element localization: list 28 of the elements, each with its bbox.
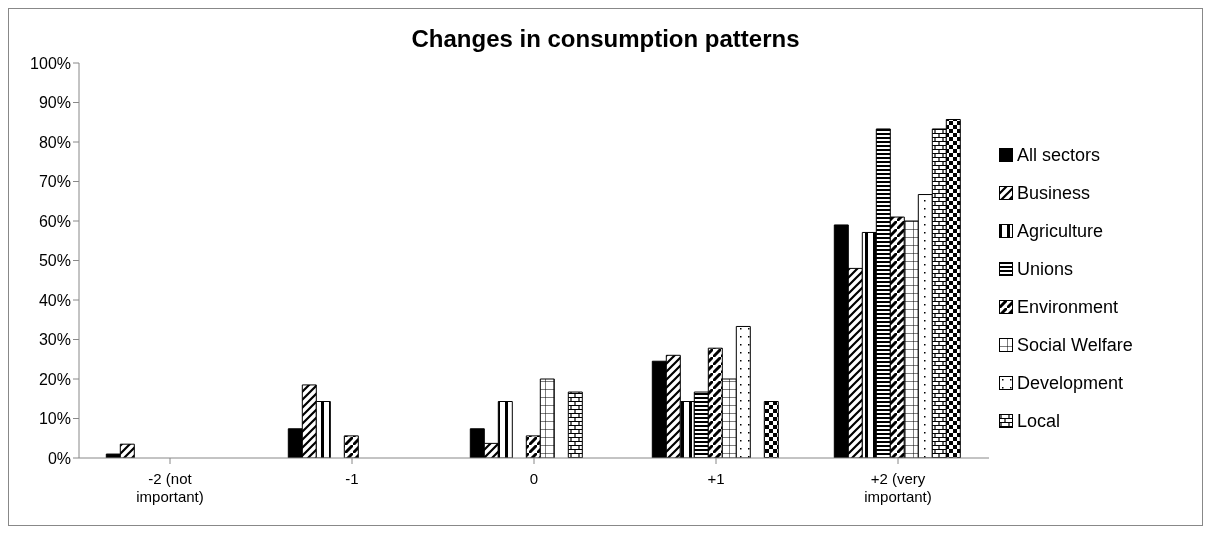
legend-label: Social Welfare	[1017, 334, 1133, 356]
bar	[763, 401, 779, 458]
y-tick-label: 40%	[38, 291, 71, 309]
legend-label: Local	[1017, 410, 1061, 432]
y-tick-label: 10%	[38, 410, 71, 428]
x-tick-label: -1	[345, 470, 359, 487]
x-tick-label: +1	[707, 470, 725, 487]
legend-label: Agriculture	[1017, 220, 1104, 242]
y-tick-label: 70%	[38, 173, 71, 191]
y-tick-label: 0%	[47, 449, 71, 467]
legend-label: Unions	[1017, 258, 1074, 280]
y-tick-label: 90%	[38, 94, 71, 112]
y-tick-label: 30%	[38, 331, 71, 349]
legend-label: Environment	[1017, 296, 1119, 318]
legend-label: Development	[1017, 372, 1124, 394]
legend-label: All sectors	[1017, 144, 1101, 166]
y-tick-label: 60%	[38, 212, 71, 230]
y-tick-label: 50%	[38, 252, 71, 270]
legend-label: Business	[1017, 182, 1091, 204]
x-tick-label: 0	[529, 470, 539, 487]
y-tick-label: 20%	[38, 370, 71, 388]
bar	[567, 391, 583, 458]
x-tick-label: -2 (not important)	[136, 470, 204, 505]
y-tick-label: 80%	[38, 133, 71, 151]
x-tick-label: +2 (very important)	[864, 470, 932, 505]
bar	[343, 435, 359, 458]
y-tick-label: 100%	[30, 54, 71, 72]
chart-title: Changes in consumption patterns	[410, 25, 801, 53]
